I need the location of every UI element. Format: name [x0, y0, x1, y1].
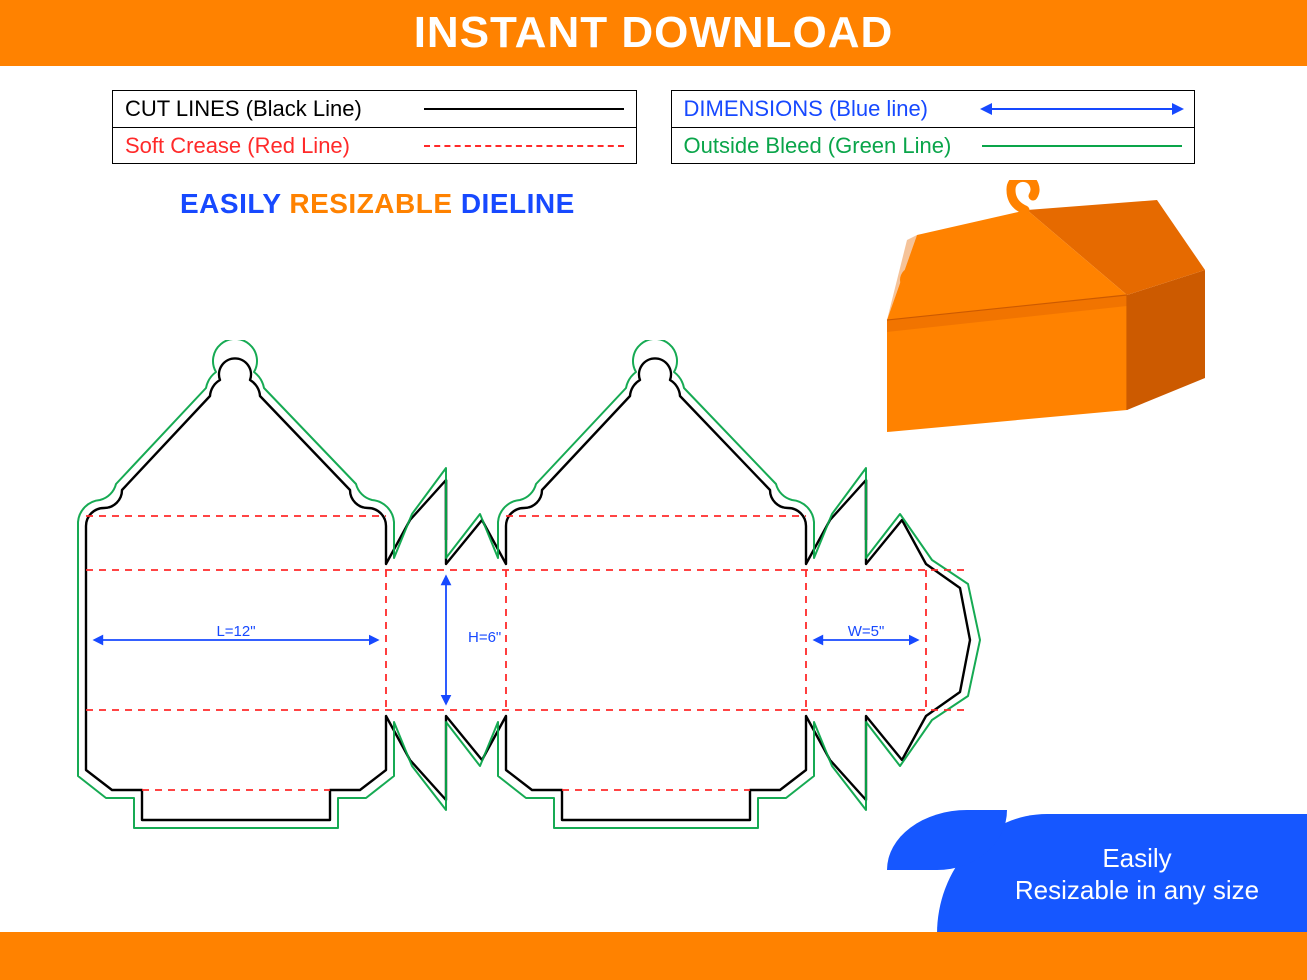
subtitle: EASILY RESIZABLE DIELINE — [180, 188, 575, 220]
footer-band — [0, 932, 1307, 980]
subtitle-easily: EASILY — [180, 188, 281, 219]
legend-bleed-label: Outside Bleed (Green Line) — [684, 133, 983, 159]
header-title: INSTANT DOWNLOAD — [414, 8, 894, 58]
header-band: INSTANT DOWNLOAD — [0, 0, 1307, 66]
legend-row-crease: Soft Crease (Red Line) — [113, 127, 636, 163]
dimension-height-label: H=6" — [468, 629, 501, 646]
legend-bleed-sample — [982, 145, 1182, 147]
legend-cut-label: CUT LINES (Black Line) — [125, 96, 424, 122]
dimension-length-label: L=12" — [216, 623, 255, 640]
blob-line1: Easily — [1102, 842, 1171, 875]
legend-right: DIMENSIONS (Blue line) Outside Bleed (Gr… — [671, 90, 1196, 164]
legend-row-bleed: Outside Bleed (Green Line) — [672, 127, 1195, 163]
legend-row-cut: CUT LINES (Black Line) — [113, 91, 636, 127]
cut-outline — [86, 358, 970, 820]
legend-dim-label: DIMENSIONS (Blue line) — [684, 96, 983, 122]
legend: CUT LINES (Black Line) Soft Crease (Red … — [0, 66, 1307, 164]
blob-line2: Resizable in any size — [1015, 874, 1259, 907]
legend-dim-sample — [982, 108, 1182, 110]
bleed-outline — [78, 340, 980, 828]
subtitle-dieline: DIELINE — [461, 188, 575, 219]
legend-crease-sample — [424, 145, 624, 147]
legend-left: CUT LINES (Black Line) Soft Crease (Red … — [112, 90, 637, 164]
legend-cut-sample — [424, 108, 624, 110]
legend-crease-label: Soft Crease (Red Line) — [125, 133, 424, 159]
dieline-diagram: L=12" H=6" W=5" — [50, 340, 990, 860]
crease-lines — [86, 516, 970, 790]
resize-blob: Easily Resizable in any size — [937, 814, 1307, 934]
legend-row-dim: DIMENSIONS (Blue line) — [672, 91, 1195, 127]
subtitle-resizable: RESIZABLE — [289, 188, 452, 219]
dimension-width-label: W=5" — [848, 623, 885, 640]
